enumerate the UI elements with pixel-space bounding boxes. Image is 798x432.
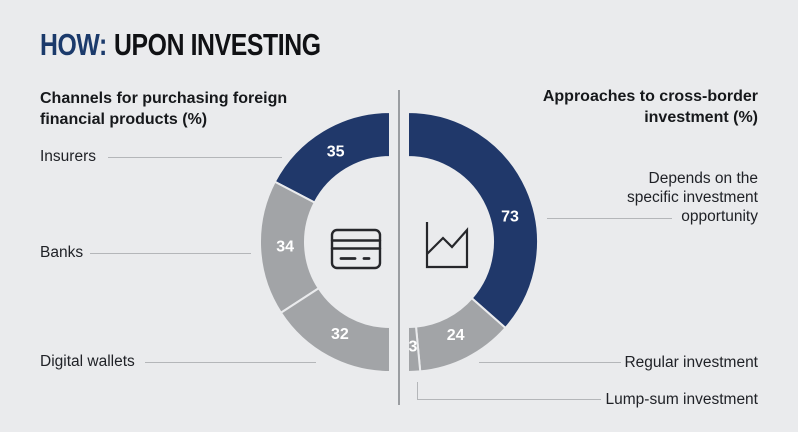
legend-label-digital-wallets: Digital wallets — [40, 353, 135, 370]
segment-value-label: 73 — [501, 208, 519, 225]
left-chart-title: Channels for purchasing foreign financia… — [40, 90, 288, 129]
segment-value-label: 32 — [331, 326, 349, 343]
title-prefix: HOW: — [40, 27, 107, 62]
right-chart-title: Approaches to cross-border investment (%… — [542, 88, 758, 127]
connector-line-digital-wallets — [145, 362, 316, 363]
donut-segment — [407, 110, 539, 330]
legend-label-depends: Depends on the specific investment oppor… — [627, 170, 758, 225]
page-title: HOW: UPON INVESTING — [40, 27, 321, 63]
connector-line-banks — [90, 253, 251, 254]
center-divider — [398, 90, 400, 405]
title-rest: UPON INVESTING — [114, 27, 321, 62]
connector-line-lump-sum — [417, 399, 601, 400]
segment-value-label: 34 — [276, 238, 294, 255]
right-donut-chart: 73 24 3 — [407, 110, 539, 374]
donut-segment — [279, 286, 391, 374]
line-chart-icon — [425, 222, 469, 269]
segment-value-label: 3 — [408, 338, 417, 355]
segment-value-label: 35 — [327, 144, 345, 161]
connector-elbow-lump-sum — [417, 382, 418, 399]
credit-card-icon — [330, 228, 382, 270]
legend-label-banks: Banks — [40, 244, 84, 261]
legend-label-insurers: Insurers — [40, 148, 96, 165]
legend-label-regular-investment: Regular investment — [624, 354, 758, 371]
segment-value-label: 24 — [447, 327, 465, 344]
left-donut-chart: 35 34 32 — [259, 110, 391, 374]
legend-label-lump-sum-investment: Lump-sum investment — [605, 391, 758, 408]
connector-line-insurers — [108, 157, 282, 158]
connector-line-depends — [547, 218, 672, 219]
connector-line-regular-investment — [479, 362, 621, 363]
donut-segment — [407, 325, 422, 374]
